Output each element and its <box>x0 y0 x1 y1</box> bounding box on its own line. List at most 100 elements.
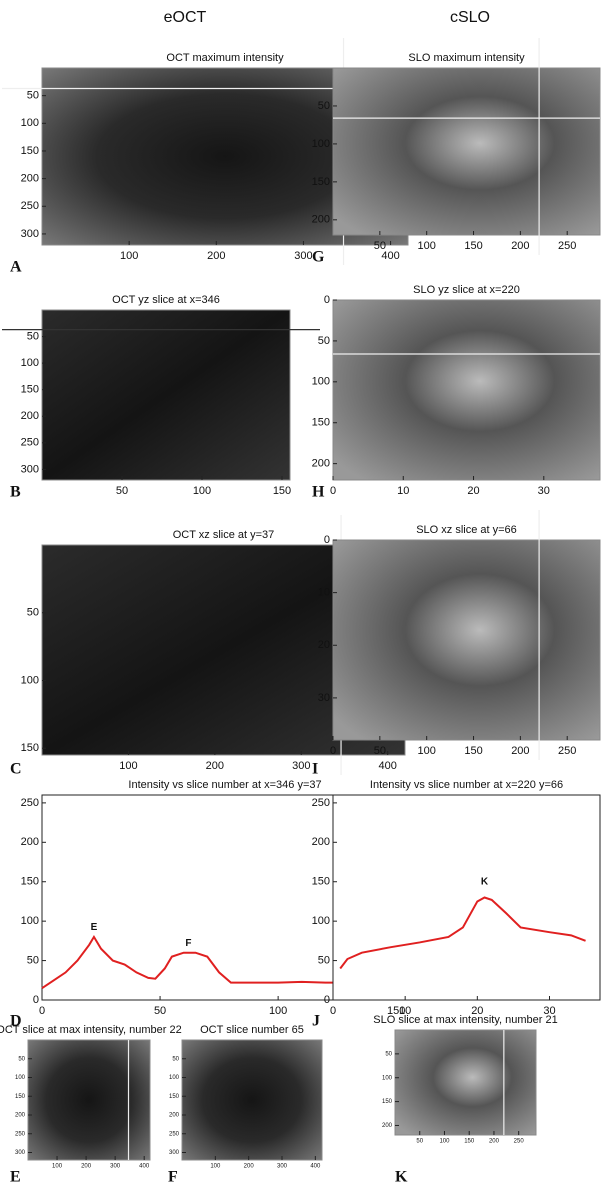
panel-title: OCT xz slice at y=37 <box>173 529 275 541</box>
y-tick-label: 200 <box>382 1123 393 1129</box>
y-tick-label: 200 <box>312 836 330 848</box>
y-tick-label: 150 <box>15 1094 26 1100</box>
x-tick-label: 400 <box>310 1164 321 1170</box>
x-tick-label: 30 <box>543 1005 555 1017</box>
x-tick-label: 300 <box>292 760 310 772</box>
intensity-line <box>339 896 586 970</box>
column-header: cSLO <box>450 9 490 26</box>
x-tick-label: 20 <box>471 1005 483 1017</box>
peak-label: E <box>91 922 98 933</box>
x-tick-label: 10 <box>399 1005 411 1017</box>
x-tick-label: 100 <box>119 760 137 772</box>
y-tick-label: 50 <box>27 954 39 966</box>
y-tick-label: 100 <box>21 117 39 129</box>
column-header: eOCT <box>164 9 207 26</box>
y-tick-label: 150 <box>312 176 330 188</box>
x-tick-label: 200 <box>489 1139 500 1145</box>
y-tick-label: 200 <box>312 458 330 470</box>
panel-letter: C <box>10 761 22 778</box>
y-tick-label: 250 <box>21 437 39 449</box>
x-tick-label: 300 <box>294 250 312 262</box>
y-tick-label: 50 <box>318 335 330 347</box>
panel-title: SLO yz slice at x=220 <box>413 284 520 296</box>
peak-label: F <box>185 938 191 949</box>
y-tick-label: 150 <box>21 742 39 754</box>
y-tick-label: 0 <box>324 994 330 1006</box>
panel: Intensity vs slice number at x=220 y=66 0… <box>312 779 601 1030</box>
x-tick-label: 10 <box>397 485 409 497</box>
x-tick-label: 200 <box>206 760 224 772</box>
x-tick-label: 150 <box>464 240 482 252</box>
panel-letter: E <box>10 1169 21 1184</box>
y-tick-label: 300 <box>15 1150 26 1156</box>
y-tick-label: 200 <box>169 1113 180 1119</box>
y-tick-label: 250 <box>21 797 39 809</box>
panel-letter: B <box>10 484 21 501</box>
panel-letter: D <box>10 1013 22 1030</box>
y-tick-label: 150 <box>382 1099 393 1105</box>
x-tick-label: 50 <box>116 485 128 497</box>
y-tick-label: 50 <box>27 90 39 102</box>
y-tick-label: 50 <box>385 1051 392 1057</box>
y-tick-label: 150 <box>312 417 330 429</box>
y-tick-label: 30 <box>318 692 330 704</box>
y-tick-label: 100 <box>21 674 39 686</box>
x-tick-label: 250 <box>558 745 576 757</box>
x-tick-label: 200 <box>511 745 529 757</box>
y-tick-label: 100 <box>312 138 330 150</box>
x-tick-label: 100 <box>439 1139 450 1145</box>
panel-title: Intensity vs slice number at x=220 y=66 <box>370 779 563 791</box>
panel-title: OCT yz slice at x=346 <box>112 294 220 306</box>
panel-title: SLO slice at max intensity, number 21 <box>373 1014 557 1026</box>
panel: SLO yz slice at x=220 0 10 20 30 0 50 100 150 200… <box>312 284 601 501</box>
x-tick-label: 20 <box>467 485 479 497</box>
image <box>27 1039 151 1161</box>
y-tick-label: 50 <box>172 1056 179 1062</box>
y-tick-label: 250 <box>15 1131 26 1137</box>
y-tick-label: 150 <box>21 876 39 888</box>
x-tick-label: 30 <box>538 485 550 497</box>
x-tick-label: 250 <box>514 1139 525 1145</box>
y-tick-label: 100 <box>15 1075 26 1081</box>
x-tick-label: 100 <box>193 485 211 497</box>
panel-title: OCT slice number 65 <box>200 1024 304 1036</box>
x-tick-label: 100 <box>418 240 436 252</box>
x-tick-label: 400 <box>381 250 399 262</box>
panel-letter: K <box>395 1169 408 1184</box>
x-tick-label: 0 <box>330 745 336 757</box>
panel-letter: I <box>312 761 318 778</box>
y-tick-label: 200 <box>312 214 330 226</box>
x-tick-label: 100 <box>269 1005 287 1017</box>
y-tick-label: 50 <box>318 100 330 112</box>
plot-area <box>332 794 601 1001</box>
panel: OCT yz slice at x=346 50 100 150 50 100 150 200… <box>2 294 320 501</box>
peak-label: K <box>481 876 489 887</box>
panel-letter: H <box>312 484 325 501</box>
x-tick-label: 150 <box>387 1005 405 1017</box>
image <box>332 67 601 236</box>
image <box>181 1039 323 1161</box>
y-tick-label: 150 <box>312 876 330 888</box>
y-tick-label: 20 <box>318 639 330 651</box>
x-tick-label: 50 <box>374 745 386 757</box>
y-tick-label: 100 <box>21 357 39 369</box>
panel-letter: G <box>312 249 325 266</box>
x-tick-label: 50 <box>154 1005 166 1017</box>
y-tick-label: 200 <box>21 173 39 185</box>
panel-letter: J <box>312 1013 320 1030</box>
x-tick-label: 0 <box>330 1005 336 1017</box>
y-tick-label: 200 <box>15 1113 26 1119</box>
y-tick-label: 250 <box>312 797 330 809</box>
x-tick-label: 100 <box>120 250 138 262</box>
x-tick-label: 150 <box>464 1139 475 1145</box>
panel-title: OCT slice at max intensity, number 22 <box>0 1024 182 1036</box>
intensity-line <box>41 934 392 990</box>
x-tick-label: 300 <box>110 1164 121 1170</box>
y-tick-label: 150 <box>169 1094 180 1100</box>
x-tick-label: 200 <box>81 1164 92 1170</box>
x-tick-label: 300 <box>277 1164 288 1170</box>
x-tick-label: 150 <box>464 745 482 757</box>
panel: SLO maximum intensity 50 100 150 200 250 50 100… <box>312 38 601 266</box>
x-tick-label: 0 <box>39 1005 45 1017</box>
